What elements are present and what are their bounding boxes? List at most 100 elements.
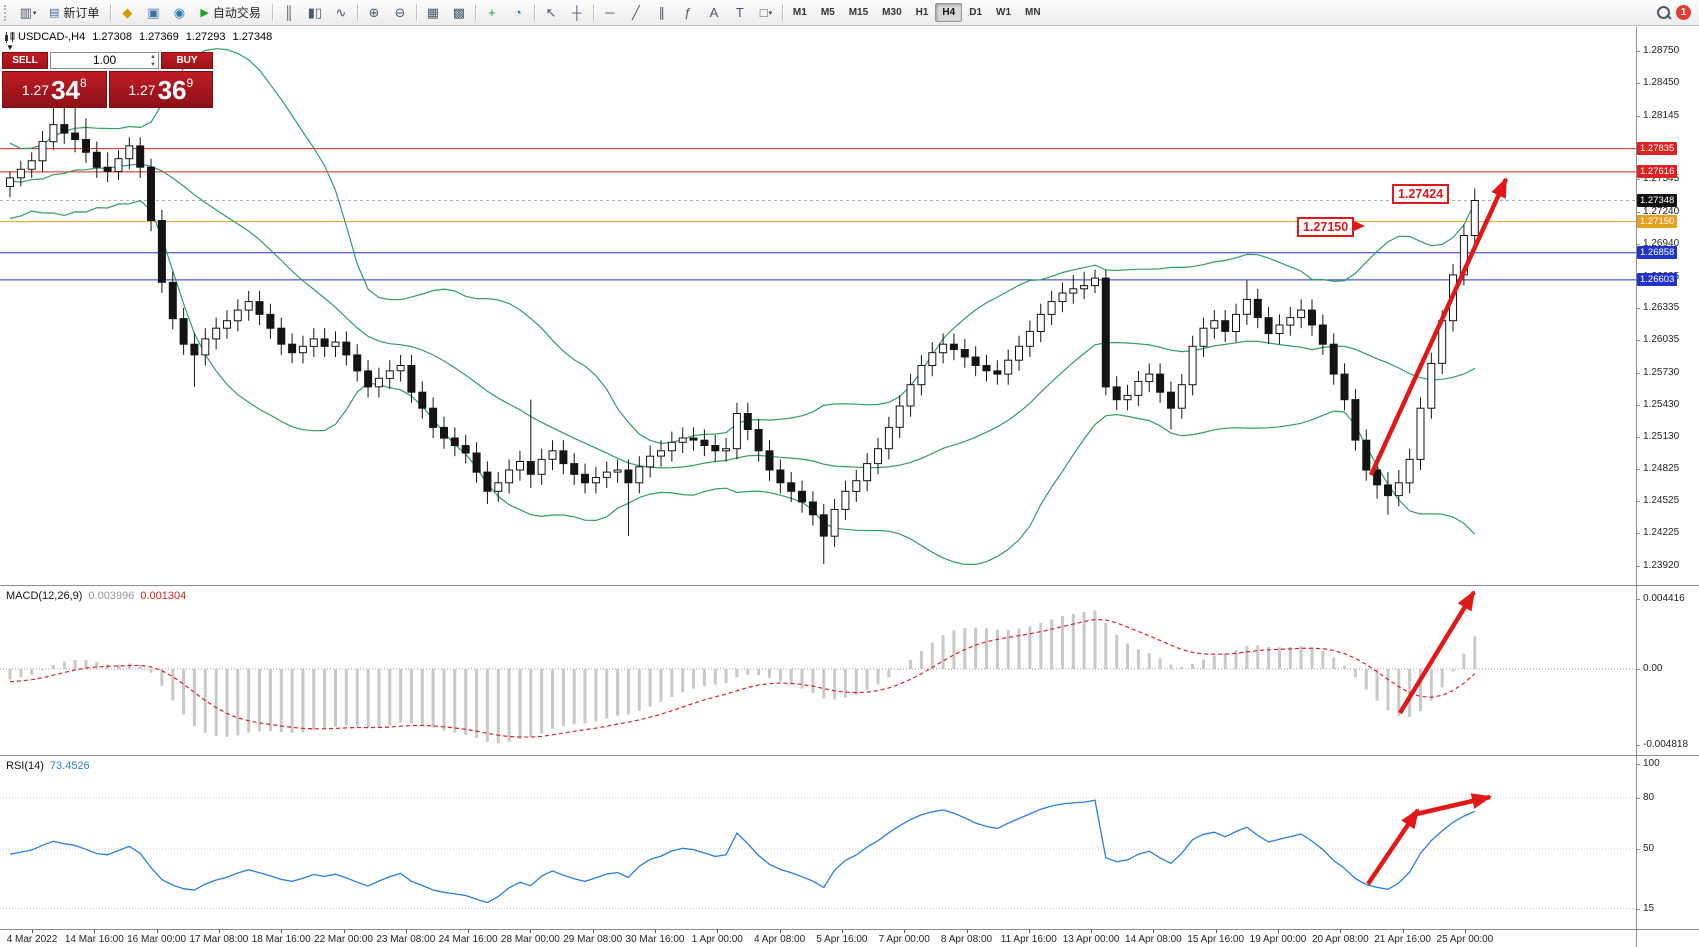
- date-tick: [156, 930, 158, 933]
- channel-icon[interactable]: ∥: [658, 4, 666, 20]
- rsi-axis-label: 15: [1635, 902, 1655, 914]
- zoom-out-icon[interactable]: ⊖: [394, 4, 406, 20]
- panel-separator[interactable]: [0, 585, 1699, 586]
- cursor-icon[interactable]: ↖: [545, 4, 557, 20]
- bid-price-button[interactable]: 1.27 34 8: [2, 71, 107, 108]
- volume-spinner-icon[interactable]: ▲ ▼: [150, 54, 156, 68]
- date-axis-label: 23 Mar 08:00: [376, 934, 436, 945]
- timeframe-m1[interactable]: M1: [792, 7, 807, 18]
- toolbar-grip[interactable]: [4, 4, 11, 21]
- search-icon[interactable]: [1657, 6, 1670, 19]
- symbol-name: USDCAD-,H4: [18, 31, 86, 43]
- price-axis-label: 1.23920: [1635, 559, 1680, 571]
- market-watch-icon[interactable]: ◆: [122, 4, 133, 20]
- candle-chart-icon[interactable]: ▮▯: [307, 4, 323, 20]
- price-axis-label: 1.28145: [1635, 109, 1680, 121]
- date-tick: [904, 930, 906, 933]
- cascade-windows-icon[interactable]: ▩: [452, 4, 466, 20]
- price-callout[interactable]: 1.27424: [1392, 184, 1450, 204]
- macd-name: MACD(12,26,9): [6, 590, 83, 602]
- price-level-tag: 1.27616: [1637, 165, 1678, 179]
- date-axis-label: 5 Apr 16:00: [816, 934, 868, 945]
- timeframe-m30[interactable]: M30: [882, 7, 902, 18]
- notification-badge[interactable]: 1: [1676, 5, 1691, 20]
- date-tick: [1278, 930, 1279, 933]
- indicators-icon[interactable]: +: [488, 5, 496, 20]
- shapes-icon[interactable]: □ ▾: [759, 5, 773, 20]
- callout-arrow-right-icon: [1354, 221, 1366, 231]
- price-axis-label: 1.26335: [1635, 302, 1680, 314]
- macd-axis-label: 0.004416: [1636, 593, 1685, 605]
- date-axis-label: 21 Apr 16:00: [1374, 934, 1431, 945]
- period-icon[interactable]: ◔: [513, 5, 522, 20]
- date-tick: [1028, 930, 1030, 933]
- date-tick: [841, 930, 843, 933]
- dropdown-caret-icon: ▾: [32, 9, 37, 17]
- price-axis-label: 1.26940: [1635, 237, 1680, 249]
- line-chart-icon[interactable]: ∿: [335, 4, 347, 20]
- toolbar-separator: [533, 4, 535, 21]
- tile-windows-icon[interactable]: ▦: [426, 4, 440, 20]
- rsi-panel[interactable]: [0, 756, 1636, 929]
- zoom-in-icon[interactable]: ⊕: [368, 4, 380, 20]
- timeframe-w1[interactable]: W1: [996, 7, 1012, 18]
- macd-panel[interactable]: [0, 586, 1636, 755]
- date-axis-label: 25 Apr 00:00: [1436, 934, 1494, 945]
- dropdown-caret-icon: ▾: [768, 9, 773, 17]
- crosshair-icon[interactable]: ┼: [572, 5, 582, 20]
- date-axis-label: 16 Mar 00:00: [127, 934, 187, 945]
- bar-chart-icon[interactable]: ║: [284, 5, 294, 20]
- date-axis-label: 30 Mar 16:00: [625, 934, 685, 945]
- rsi-label: RSI(14) 73.4526: [6, 760, 90, 772]
- timeframe-h1[interactable]: H1: [915, 7, 929, 18]
- timeframe-d1[interactable]: D1: [969, 7, 983, 18]
- ohlc-open: 1.27308: [92, 31, 132, 43]
- date-tick: [530, 930, 532, 933]
- trendline-icon[interactable]: ╱: [631, 4, 640, 20]
- toolbar-separator: [110, 4, 112, 21]
- bid-pip-digit: 8: [79, 76, 87, 90]
- timeframe-m5[interactable]: M5: [820, 7, 835, 18]
- panel-separator[interactable]: [0, 755, 1699, 756]
- date-axis-label: 17 Mar 08:00: [189, 934, 249, 945]
- autotrade-button-label: 自动交易: [212, 6, 261, 20]
- new-chart-icon[interactable]: ▥ ▾: [19, 4, 37, 20]
- date-axis-label: 18 Mar 16:00: [251, 934, 311, 945]
- label-icon[interactable]: T: [735, 5, 744, 20]
- date-axis-label: 4 Apr 08:00: [754, 934, 806, 945]
- price-level-tag: 1.27150: [1637, 215, 1678, 229]
- fibonacci-icon[interactable]: ƒ: [684, 5, 692, 20]
- new-order-button[interactable]: ▤ 新订单: [41, 2, 107, 24]
- bid-prefix: 1.27: [21, 81, 50, 98]
- date-axis-label: 11 Apr 16:00: [1000, 934, 1057, 945]
- horizontal-line-icon[interactable]: ─: [605, 5, 615, 20]
- date-tick: [779, 930, 781, 933]
- one-click-collapse-icon[interactable]: ▼: [6, 43, 14, 52]
- order-doc-icon: ▤: [49, 7, 60, 19]
- timeframe-mn[interactable]: MN: [1025, 7, 1041, 18]
- date-axis-label: 13 Apr 00:00: [1062, 934, 1120, 945]
- toolbar-separator: [415, 4, 417, 21]
- autotrade-button[interactable]: ▶ 自动交易: [192, 2, 268, 24]
- date-axis-label: 20 Apr 08:00: [1311, 934, 1369, 945]
- macd-signal-value: 0.001304: [140, 590, 187, 602]
- panel-separator: [0, 929, 1699, 930]
- volume-input[interactable]: 1.00 ▲ ▼: [50, 52, 159, 69]
- timeframe-m15[interactable]: M15: [848, 7, 869, 18]
- buy-button[interactable]: BUY: [161, 52, 213, 69]
- price-callout[interactable]: 1.27150: [1297, 217, 1366, 237]
- price-axis-label: 1.26035: [1635, 334, 1680, 346]
- timeframe-h4[interactable]: H4: [935, 3, 963, 22]
- navigator-icon[interactable]: ◉: [173, 4, 186, 20]
- date-axis-label: 4 Mar 2022: [6, 934, 58, 945]
- date-axis-label: 8 Apr 08:00: [940, 934, 993, 945]
- sell-button[interactable]: SELL: [2, 52, 48, 69]
- date-tick: [281, 930, 283, 933]
- text-icon[interactable]: A: [709, 5, 719, 20]
- main-chart-area[interactable]: [0, 27, 1636, 585]
- data-window-icon[interactable]: ▣: [147, 4, 160, 20]
- price-axis-label: 1.24525: [1635, 495, 1680, 507]
- price-axis-label: 1.25130: [1635, 430, 1680, 442]
- ask-price-button[interactable]: 1.27 36 9: [108, 71, 213, 108]
- price-level-tag: 1.27835: [1637, 142, 1678, 156]
